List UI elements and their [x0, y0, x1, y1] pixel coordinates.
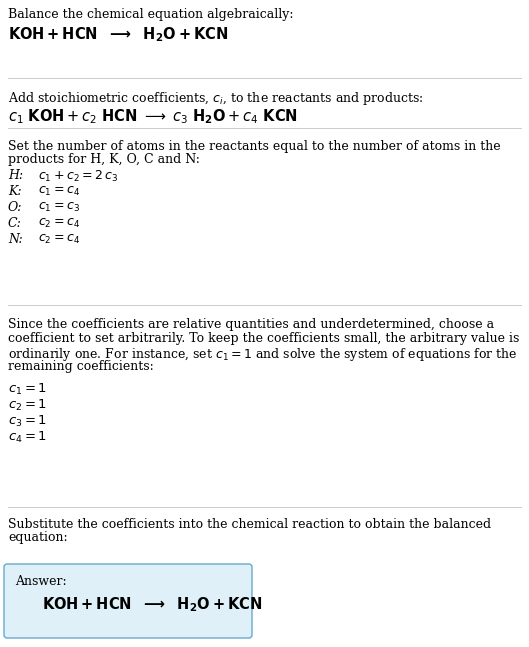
- Text: equation:: equation:: [8, 531, 68, 544]
- Text: N:: N:: [8, 233, 23, 246]
- Text: C:: C:: [8, 217, 22, 230]
- Text: $c_1 = c_3$: $c_1 = c_3$: [38, 201, 80, 214]
- Text: $c_1 = 1$: $c_1 = 1$: [8, 382, 47, 397]
- Text: $c_2 = c_4$: $c_2 = c_4$: [38, 217, 80, 230]
- Text: K:: K:: [8, 185, 22, 198]
- Text: O:: O:: [8, 201, 23, 214]
- Text: Add stoichiometric coefficients, $c_i$, to the reactants and products:: Add stoichiometric coefficients, $c_i$, …: [8, 90, 424, 107]
- Text: Since the coefficients are relative quantities and underdetermined, choose a: Since the coefficients are relative quan…: [8, 318, 494, 331]
- Text: $c_2 = c_4$: $c_2 = c_4$: [38, 233, 80, 246]
- Text: ordinarily one. For instance, set $c_1 = 1$ and solve the system of equations fo: ordinarily one. For instance, set $c_1 =…: [8, 346, 518, 363]
- Text: $c_1 + c_2 = 2\,c_3$: $c_1 + c_2 = 2\,c_3$: [38, 169, 118, 184]
- Text: Balance the chemical equation algebraically:: Balance the chemical equation algebraica…: [8, 8, 294, 21]
- Text: $c_1\ \mathbf{KOH} + c_2\ \mathbf{HCN}\ \longrightarrow\ c_3\ \mathbf{H_2O} + c_: $c_1\ \mathbf{KOH} + c_2\ \mathbf{HCN}\ …: [8, 107, 298, 126]
- Text: $\mathbf{KOH + HCN\ \ \longrightarrow\ \ H_2O + KCN}$: $\mathbf{KOH + HCN\ \ \longrightarrow\ \…: [8, 25, 229, 44]
- Text: remaining coefficients:: remaining coefficients:: [8, 360, 154, 373]
- Text: $c_4 = 1$: $c_4 = 1$: [8, 430, 47, 445]
- Text: Answer:: Answer:: [15, 575, 67, 588]
- Text: products for H, K, O, C and N:: products for H, K, O, C and N:: [8, 153, 200, 166]
- Text: Substitute the coefficients into the chemical reaction to obtain the balanced: Substitute the coefficients into the che…: [8, 518, 491, 531]
- Text: H:: H:: [8, 169, 23, 182]
- Text: coefficient to set arbitrarily. To keep the coefficients small, the arbitrary va: coefficient to set arbitrarily. To keep …: [8, 332, 519, 345]
- Text: $c_2 = 1$: $c_2 = 1$: [8, 398, 47, 413]
- Text: $c_3 = 1$: $c_3 = 1$: [8, 414, 47, 429]
- Text: Set the number of atoms in the reactants equal to the number of atoms in the: Set the number of atoms in the reactants…: [8, 140, 500, 153]
- FancyBboxPatch shape: [4, 564, 252, 638]
- Text: $\mathbf{KOH + HCN\ \ \longrightarrow\ \ H_2O + KCN}$: $\mathbf{KOH + HCN\ \ \longrightarrow\ \…: [42, 595, 262, 614]
- Text: $c_1 = c_4$: $c_1 = c_4$: [38, 185, 80, 198]
